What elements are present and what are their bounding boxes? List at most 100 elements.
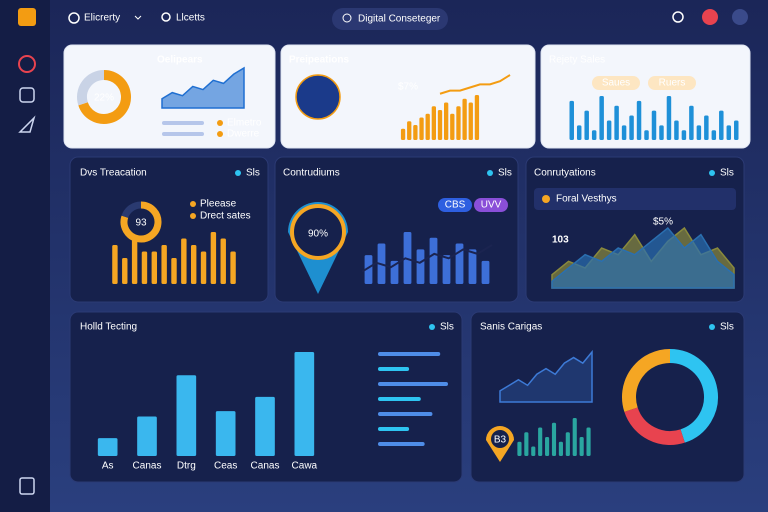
hbar	[378, 352, 441, 356]
bar	[419, 117, 424, 140]
search-button[interactable]	[672, 11, 684, 23]
dropdown-label[interactable]: Foral Vesthys	[556, 194, 617, 205]
bar	[230, 251, 236, 284]
card-title: Oelipears	[157, 55, 203, 66]
nav-icon[interactable]	[19, 87, 35, 103]
big-value: 103	[552, 235, 569, 246]
x-tick-label: Cawa	[292, 461, 318, 472]
bar	[517, 441, 522, 456]
card-title: Conrutyations	[534, 168, 596, 179]
search-icon	[342, 13, 352, 23]
bar	[416, 249, 425, 284]
app-logo[interactable]	[18, 8, 36, 26]
bar	[558, 441, 563, 456]
chip-label[interactable]: CBS	[445, 200, 466, 211]
bar	[689, 105, 694, 140]
bar	[674, 120, 679, 140]
bar	[429, 237, 438, 284]
x-tick-label: Canas	[251, 461, 280, 472]
bar	[255, 396, 275, 456]
chevron[interactable]	[134, 15, 142, 20]
donut-segment	[77, 70, 105, 106]
bar	[97, 438, 118, 456]
donut-label: 93	[135, 218, 147, 229]
bar	[210, 232, 217, 284]
legend-bar	[162, 121, 204, 125]
bar	[151, 251, 158, 284]
bar	[586, 427, 591, 456]
chip-label[interactable]: Saues	[602, 78, 630, 89]
bar	[456, 106, 461, 140]
bar	[576, 125, 582, 140]
line	[361, 244, 493, 273]
area	[551, 226, 735, 289]
brand[interactable]: Elicrerty	[84, 13, 120, 24]
bar	[591, 130, 597, 140]
card-value: $7%	[398, 82, 418, 93]
card-title: Dvs Treacation	[80, 168, 147, 179]
bar	[176, 375, 197, 456]
dropdown[interactable]	[534, 188, 736, 210]
bar	[425, 113, 430, 140]
note: $5%	[653, 217, 673, 228]
bar	[437, 110, 443, 140]
x-tick-label: Canas	[133, 461, 162, 472]
card	[69, 156, 269, 303]
bar	[569, 100, 574, 140]
bar	[112, 245, 118, 284]
chip[interactable]	[592, 76, 640, 90]
status-dot	[487, 170, 493, 176]
bar	[413, 125, 418, 140]
avatar[interactable]	[702, 9, 718, 25]
search-box[interactable]	[332, 8, 448, 30]
legend-label: Pleease	[200, 199, 237, 210]
bar	[726, 125, 732, 140]
x-tick-label: As	[102, 461, 114, 472]
bar	[565, 432, 570, 456]
legend-bar	[162, 132, 204, 136]
bar	[614, 105, 619, 140]
bar	[171, 258, 177, 284]
legend-dot	[190, 213, 196, 219]
card-title: Rejety Sales	[549, 55, 605, 66]
card-title: Preipeations	[289, 55, 349, 66]
card-title: Sanis Carigas	[480, 322, 542, 333]
bar	[572, 418, 577, 456]
status: Sls	[246, 168, 260, 179]
chip-label[interactable]: UVV	[481, 200, 502, 211]
status-dot	[709, 324, 715, 330]
nav-icon[interactable]	[19, 477, 35, 495]
bar	[719, 110, 724, 140]
globe	[296, 75, 340, 119]
pin-label: 90%	[308, 229, 328, 240]
line	[439, 74, 511, 95]
brand-icon	[68, 12, 80, 24]
dropdown-dot	[542, 195, 550, 203]
x-tick-label: Dtrg	[177, 461, 196, 472]
hbar	[378, 397, 421, 401]
search-text[interactable]: Digital Conseteger	[358, 14, 441, 25]
bar	[696, 125, 702, 140]
profile[interactable]	[732, 9, 748, 25]
donut-segment	[624, 407, 685, 445]
bar	[636, 100, 642, 140]
status-dot	[429, 324, 435, 330]
bar	[524, 432, 529, 456]
pin-label: B3	[494, 435, 507, 446]
tab[interactable]: Llcetts	[176, 13, 205, 24]
bar	[606, 120, 612, 140]
bar	[531, 446, 536, 456]
chip[interactable]	[474, 198, 508, 212]
area	[499, 349, 593, 403]
status: Sls	[498, 168, 512, 179]
nav-icon[interactable]	[18, 115, 36, 133]
pin-hole	[491, 430, 509, 448]
bar	[711, 130, 717, 140]
chip-label[interactable]: Ruers	[659, 78, 686, 89]
chip[interactable]	[438, 198, 472, 212]
chip[interactable]	[648, 76, 696, 90]
nav-icon[interactable]	[18, 55, 36, 73]
card-title: Contrudiums	[283, 168, 340, 179]
donut-label: 22%	[94, 93, 114, 104]
